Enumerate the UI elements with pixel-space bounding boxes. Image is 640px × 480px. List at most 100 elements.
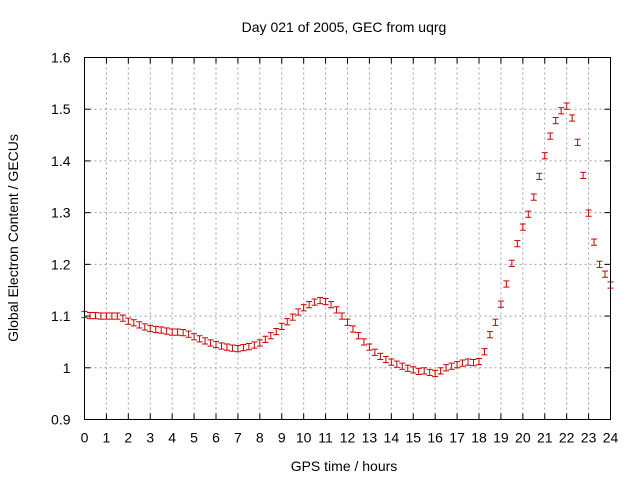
x-tick-label: 9: [278, 430, 286, 446]
x-tick-label: 18: [471, 430, 487, 446]
data-point: [306, 301, 313, 309]
data-point: [563, 102, 570, 110]
data-point: [278, 322, 285, 331]
data-point: [163, 327, 170, 335]
data-point: [415, 367, 422, 376]
data-point: [119, 314, 126, 322]
data-point: [465, 358, 472, 366]
data-point: [497, 300, 504, 308]
data-point: [492, 318, 499, 326]
data-point: [486, 331, 493, 339]
data-point: [92, 311, 99, 320]
data-point: [552, 116, 559, 125]
data-point: [569, 114, 576, 122]
x-tick-label: 6: [212, 430, 220, 446]
x-tick-label: 15: [405, 430, 421, 446]
data-point: [136, 321, 143, 329]
data-point: [393, 360, 400, 368]
data-point: [333, 306, 340, 314]
data-point: [185, 330, 192, 338]
grid-lines: [84, 57, 611, 420]
data-point: [295, 308, 302, 316]
data-point: [366, 343, 373, 351]
data-point: [404, 364, 411, 372]
data-point: [174, 328, 181, 336]
data-point: [152, 325, 159, 334]
x-tick-label: 23: [581, 430, 597, 446]
data-point: [245, 342, 252, 351]
x-tick-label: 17: [449, 430, 465, 446]
data-point: [108, 312, 115, 320]
data-point: [536, 172, 543, 181]
y-tick-label: 0.9: [51, 412, 71, 428]
x-tick-label: 20: [515, 430, 531, 446]
data-point: [256, 339, 263, 347]
data-point: [147, 324, 154, 333]
y-tick-label: 1.2: [51, 256, 71, 272]
y-tick-label: 1.6: [51, 50, 71, 66]
x-tick-labels: 0 1 2 3 4 5 6 7 8 9 10 11 12 13 14 15 16 17 18 19 20 21 22 23 24: [81, 430, 619, 446]
data-point: [213, 340, 219, 349]
plot-frame: [84, 57, 611, 420]
data-point: [530, 193, 537, 201]
data-point: [426, 368, 433, 377]
data-point: [596, 260, 603, 268]
data-point: [114, 312, 121, 320]
data-point: [169, 328, 176, 336]
data-point: [202, 337, 209, 345]
data-point: [470, 359, 477, 367]
x-tick-label: 10: [296, 430, 312, 446]
data-point: [328, 301, 335, 309]
data-point: [196, 335, 203, 343]
x-tick-label: 0: [81, 430, 89, 446]
data-point: [377, 352, 384, 361]
x-tick-label: 24: [603, 430, 619, 446]
x-tick-label: 8: [256, 430, 264, 446]
data-point: [218, 342, 225, 350]
x-tick-label: 14: [384, 430, 400, 446]
y-axis-label: Global Electron Content / GECUs: [5, 134, 21, 342]
x-axis-label: GPS time / hours: [291, 458, 398, 474]
data-point: [289, 313, 296, 321]
data-point: [349, 325, 356, 333]
data-point: [514, 240, 521, 248]
x-tick-label: 11: [318, 430, 333, 446]
data-point: [382, 355, 389, 364]
y-tick-label: 1.4: [51, 153, 71, 169]
x-tick-label: 22: [559, 430, 575, 446]
y-tick-label: 1.1: [51, 308, 71, 324]
data-point: [180, 329, 187, 337]
data-point: [339, 312, 346, 320]
data-point: [97, 312, 104, 320]
chart-title: Day 021 of 2005, GEC from uqrg: [242, 19, 447, 35]
data-point: [103, 312, 110, 320]
data-point: [476, 357, 482, 366]
data-point: [141, 323, 148, 331]
data-point: [371, 348, 378, 356]
data-point: [503, 280, 510, 288]
data-point: [410, 366, 417, 374]
data-point: [311, 298, 318, 306]
y-tick-label: 1.5: [51, 101, 71, 117]
data-point: [207, 339, 214, 347]
data-point: [525, 210, 532, 218]
data-point: [86, 311, 93, 320]
data-point: [234, 345, 241, 353]
data-point: [399, 362, 406, 370]
data-point: [229, 344, 236, 352]
y-tick-label: 1: [63, 360, 71, 376]
data-point: [585, 209, 592, 217]
data-point: [191, 333, 198, 341]
data-point: [322, 297, 329, 306]
data-point: [459, 359, 466, 367]
data-point: [454, 361, 461, 369]
x-tick-label: 7: [234, 430, 242, 446]
y-tick-label: 1.3: [51, 205, 71, 221]
data-point: [240, 344, 247, 352]
x-tick-label: 16: [427, 430, 443, 446]
x-tick-label: 5: [190, 430, 198, 446]
x-tick-label: 2: [124, 430, 132, 446]
data-point: [158, 326, 165, 334]
data-point: [519, 223, 526, 231]
